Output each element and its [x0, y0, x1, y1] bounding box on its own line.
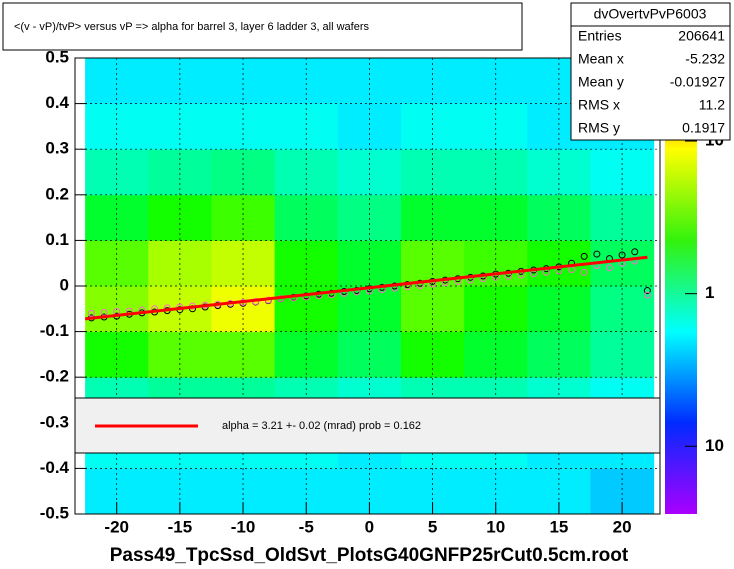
x-tick-label: 15: [549, 517, 568, 536]
heat-cell: [85, 149, 149, 196]
stats-name: Mean x: [578, 51, 624, 67]
heat-cell: [400, 103, 465, 150]
y-tick-label: -0.1: [40, 321, 69, 340]
heat-cell: [148, 103, 212, 150]
title-box: [2, 2, 523, 51]
x-axis-title: Pass49_TpcSsd_OldSvt_PlotsG40GNFP25rCut0…: [110, 545, 629, 566]
axes: -0.5 -0.4 -0.3 -0.2 -0.1 0 0.1 0.2 0.3 0.4 0.5 -20 -…: [40, 47, 724, 536]
heat-cell: [148, 149, 212, 196]
heat-cell: [85, 58, 149, 105]
y-tick-label: -0.4: [40, 458, 70, 477]
z-tick-label: 10: [705, 436, 724, 455]
profile-point: [643, 287, 651, 295]
heat-cell: [590, 149, 655, 196]
heat-cell: [85, 103, 149, 150]
stats-name: RMS y: [578, 120, 620, 136]
heat-cell: [274, 58, 339, 105]
y-tick-label: -0.3: [40, 412, 69, 431]
x-tick-label: 10: [486, 517, 505, 536]
heat-cell: [274, 103, 339, 150]
x-tick-label: 20: [613, 517, 632, 536]
heat-cell: [211, 58, 276, 105]
heat-cell: [464, 149, 528, 196]
x-tick-label: 5: [428, 517, 437, 536]
heat-cell: [464, 58, 528, 105]
profile-point: [618, 251, 626, 259]
heat-cell: [211, 149, 276, 196]
stats-value: 11.2: [699, 97, 725, 113]
profile-point: [605, 264, 613, 272]
heat-cell: [400, 58, 465, 105]
z-tick-label: 1: [705, 283, 714, 302]
y-tick-label: 0.5: [45, 47, 69, 66]
y-tick-label: -0.2: [40, 367, 69, 386]
fit-line: [84, 255, 648, 321]
profile-point: [580, 252, 588, 260]
x-tick-label: -20: [104, 517, 129, 536]
heat-cell: [274, 149, 339, 196]
y-tick-label: 0.1: [45, 230, 69, 249]
heat-cell: [400, 149, 465, 196]
profile-point: [631, 248, 639, 256]
y-tick-label: 0: [60, 275, 69, 294]
stats-value: -0.01927: [670, 74, 725, 90]
stats-name: Entries: [578, 28, 622, 44]
profile-point: [87, 309, 95, 317]
profile-point: [580, 268, 588, 276]
stats-value: -5.232: [685, 51, 725, 67]
stats-value: 0.1917: [682, 120, 725, 136]
x-tick-label: -5: [299, 517, 314, 536]
heat-cell: [337, 149, 402, 196]
stats-name: Mean y: [578, 74, 624, 90]
stats-title: dvOvertvPvP6003: [594, 6, 707, 22]
x-tick-label: 0: [365, 517, 374, 536]
stats-name: RMS x: [578, 97, 620, 113]
profile: [84, 248, 651, 322]
y-tick-label: 0.4: [45, 93, 69, 112]
heat-cell: [527, 149, 592, 196]
profile-point: [643, 291, 651, 299]
heat-cell: [148, 58, 212, 105]
heat-cell: [464, 103, 528, 150]
chart-title: <(v - vP)/tvP> versus vP => alpha for ba…: [14, 21, 370, 33]
y-tick-label: 0.3: [45, 139, 69, 158]
stats-value: 206641: [678, 28, 725, 44]
x-tick-label: -15: [168, 517, 193, 536]
profile-point: [593, 250, 601, 258]
legend-text: alpha = 3.21 +- 0.02 (mrad) prob = 0.162: [222, 420, 421, 432]
heat-cell: [337, 58, 402, 105]
x-tick-label: -10: [231, 517, 256, 536]
heat-cell: [211, 103, 276, 150]
y-tick-label: 0.2: [45, 184, 69, 203]
y-tick-label: -0.5: [40, 503, 69, 522]
heat-cell: [337, 103, 402, 150]
